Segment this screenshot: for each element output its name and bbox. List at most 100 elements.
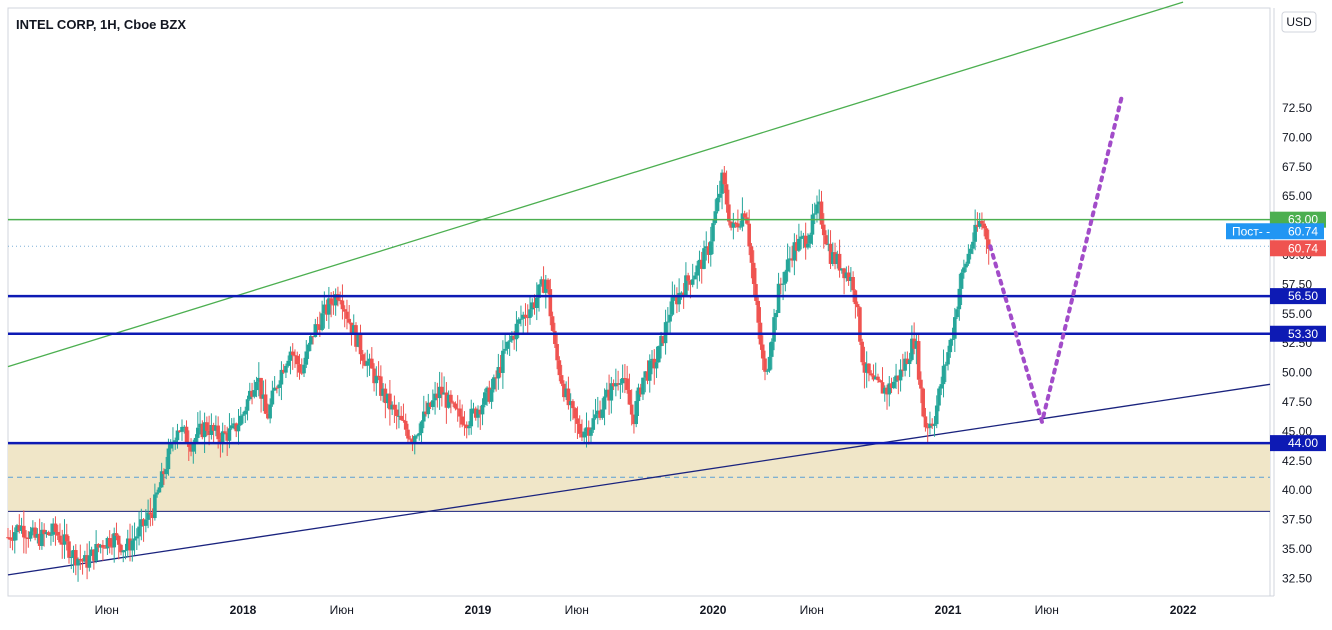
projection-path xyxy=(988,94,1124,430)
candle-body xyxy=(842,268,846,279)
candle xyxy=(539,276,544,287)
candle-body xyxy=(324,304,329,315)
candle xyxy=(406,423,410,443)
candle-body xyxy=(80,560,85,562)
y-tick-label: 55.00 xyxy=(1282,307,1312,321)
candle xyxy=(71,545,76,573)
candle-body xyxy=(406,429,410,439)
candle xyxy=(605,382,609,398)
candle-body xyxy=(238,415,243,426)
candle-body xyxy=(351,325,356,334)
candle xyxy=(284,363,288,379)
candle xyxy=(641,377,645,401)
candle xyxy=(733,221,738,228)
candle xyxy=(408,435,413,443)
x-tick-label: 2022 xyxy=(1170,603,1197,617)
candle xyxy=(792,233,797,276)
candle-body xyxy=(139,519,144,527)
candle xyxy=(939,376,944,396)
candle xyxy=(697,250,702,282)
candle xyxy=(756,297,761,339)
candle xyxy=(198,410,202,435)
candle-body xyxy=(254,381,259,391)
candle xyxy=(790,245,794,268)
candle xyxy=(259,377,263,413)
candle xyxy=(80,558,85,575)
candle xyxy=(966,244,971,266)
candle xyxy=(729,221,733,231)
candle-body xyxy=(146,512,150,520)
candle xyxy=(421,395,426,429)
candle-body xyxy=(277,384,281,388)
candle xyxy=(458,399,462,428)
candle xyxy=(293,349,297,368)
candle-body xyxy=(19,525,24,531)
candle xyxy=(826,229,831,252)
candle xyxy=(288,346,293,375)
candle xyxy=(460,404,465,428)
candle xyxy=(73,544,78,576)
candle xyxy=(196,412,200,445)
candle-body xyxy=(625,378,629,390)
candle xyxy=(78,544,83,570)
candle xyxy=(268,398,272,424)
candle-body xyxy=(471,408,476,410)
candle-body xyxy=(643,371,648,378)
candle xyxy=(582,428,587,443)
candle-body xyxy=(971,241,975,249)
candle-body xyxy=(367,358,372,362)
candle xyxy=(440,372,444,407)
candle-body xyxy=(598,410,602,418)
level-tag-53.30 xyxy=(1270,325,1326,342)
candle xyxy=(105,536,110,555)
candle-body xyxy=(78,558,83,561)
candle xyxy=(435,382,440,408)
candle-body xyxy=(55,531,60,536)
candle-body xyxy=(209,424,214,435)
currency-label: USD xyxy=(1286,15,1312,29)
candle xyxy=(214,415,218,437)
candle-body xyxy=(37,533,42,546)
candle-body xyxy=(828,243,833,264)
candle-body xyxy=(446,394,451,408)
candle-body xyxy=(600,409,605,418)
candle-body xyxy=(245,399,250,411)
candle xyxy=(783,269,788,292)
candle xyxy=(399,406,403,421)
candle-body xyxy=(155,492,159,495)
candle-body xyxy=(442,392,446,395)
candle xyxy=(618,379,623,399)
candle xyxy=(858,306,862,346)
candle-body xyxy=(412,436,417,444)
candle xyxy=(559,364,564,387)
candle-body xyxy=(144,519,148,526)
candle xyxy=(35,528,40,544)
candle-body xyxy=(123,550,128,552)
candle-body xyxy=(912,338,916,349)
candle xyxy=(873,362,878,380)
candle xyxy=(666,307,670,335)
candle xyxy=(464,421,469,439)
candle-body xyxy=(241,414,245,416)
candle xyxy=(514,311,519,352)
candle xyxy=(557,356,562,382)
candle-body xyxy=(708,241,713,255)
candle xyxy=(234,422,239,438)
candle xyxy=(8,530,13,549)
candle xyxy=(760,335,765,371)
candle xyxy=(207,415,211,446)
candle-body xyxy=(840,268,844,271)
candle xyxy=(898,359,903,392)
y-tick-label: 40.00 xyxy=(1282,483,1312,497)
candle-body xyxy=(112,533,117,548)
candle xyxy=(6,527,10,540)
candle-body xyxy=(738,226,742,228)
candle xyxy=(496,353,501,390)
candle-body xyxy=(480,404,485,415)
candle-body xyxy=(627,389,632,405)
candle xyxy=(428,401,433,410)
candle-body xyxy=(363,360,367,366)
candle-body xyxy=(331,304,336,306)
candle xyxy=(855,301,860,317)
candle-body xyxy=(53,523,58,532)
